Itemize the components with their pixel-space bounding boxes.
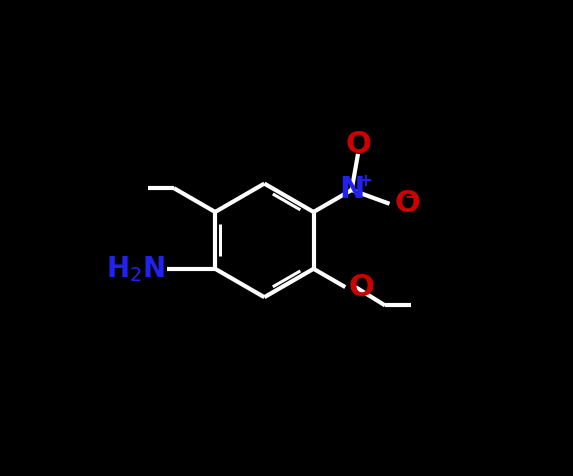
Text: +: + xyxy=(359,172,372,190)
Text: −: − xyxy=(404,188,418,206)
Text: H$_2$N: H$_2$N xyxy=(107,254,166,284)
Text: O: O xyxy=(345,130,371,159)
Text: O: O xyxy=(348,273,374,302)
Text: N: N xyxy=(339,176,364,205)
Text: O: O xyxy=(394,189,420,218)
